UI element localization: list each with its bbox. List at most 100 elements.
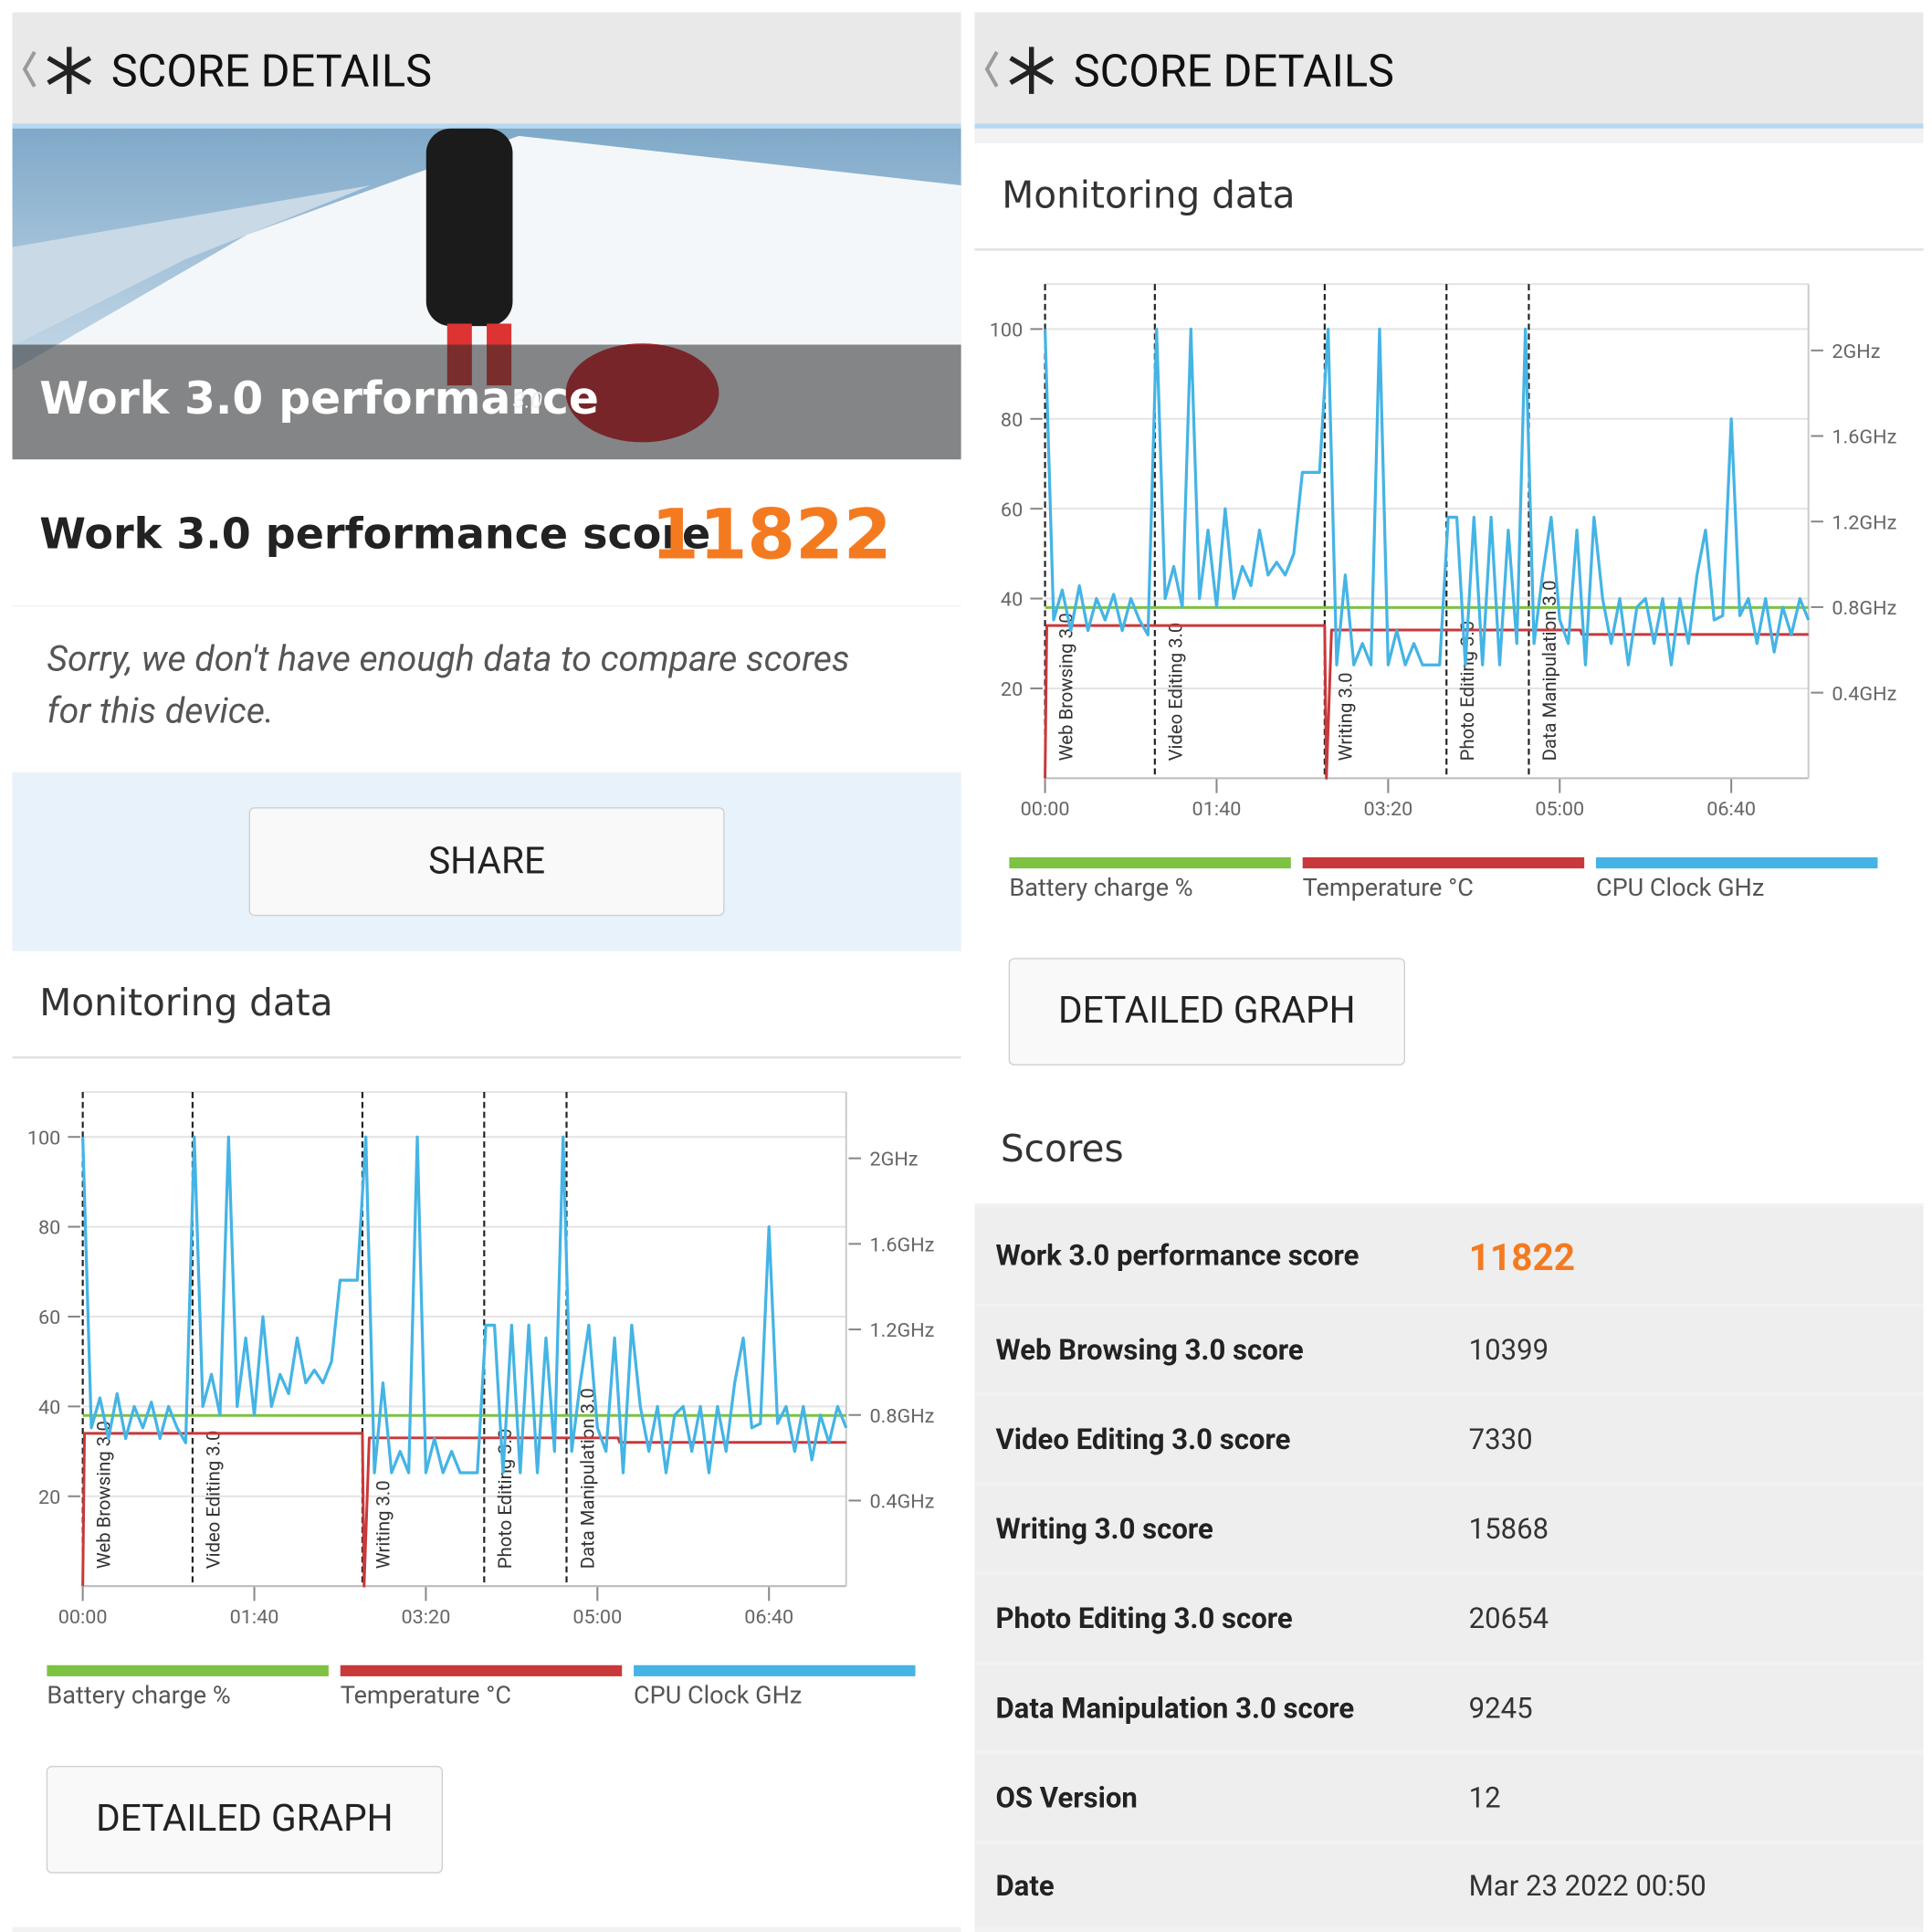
y2-tick-label: 0.8GHz — [869, 1405, 934, 1428]
score-row — [974, 1486, 1924, 1571]
header-bar — [12, 12, 961, 124]
header-title: SCORE DETAILS — [111, 46, 432, 98]
x-tick-label: 03:20 — [402, 1606, 451, 1629]
series-line — [81, 1135, 848, 1475]
notice-card — [12, 606, 961, 772]
score-row-value: 11822 — [1469, 1235, 1575, 1279]
score-row-label: Video Editing 3.0 score — [995, 1423, 1290, 1456]
score-row-label: Work 3.0 performance score — [995, 1238, 1359, 1272]
y-tick-label: 80 — [1001, 409, 1023, 432]
legend-label: Temperature °C — [1303, 873, 1474, 902]
score-row — [974, 1754, 1924, 1841]
y-tick-label: 80 — [38, 1217, 60, 1240]
detailed-graph-label[interactable]: DETAILED GRAPH — [1058, 988, 1356, 1032]
detailed-graph-button[interactable] — [1008, 958, 1405, 1066]
legend-swatch — [340, 1664, 623, 1676]
score-row-label: OS Version — [995, 1780, 1137, 1814]
score-row-value: Mar 23 2022 00:50 — [1469, 1869, 1706, 1903]
notice-line: Sorry, we don't have enough data to comp… — [47, 638, 849, 680]
y-tick-label: 60 — [1001, 499, 1023, 521]
series-line — [81, 1432, 846, 1588]
score-value: 11822 — [651, 495, 892, 575]
y-tick-label: 20 — [38, 1486, 60, 1509]
detailed-graph-label[interactable]: DETAILED GRAPH — [96, 1796, 394, 1840]
y-tick-label: 100 — [990, 319, 1023, 341]
score-row-label: Writing 3.0 score — [995, 1512, 1213, 1546]
skier — [425, 128, 513, 327]
section-label: Web Browsing 3.0 — [92, 1421, 114, 1569]
score-row-label: Photo Editing 3.0 score — [995, 1601, 1292, 1635]
hero-title: Work 3.0 performance — [39, 373, 599, 425]
section-label: Web Browsing 3.0 — [1055, 613, 1076, 761]
x-tick-label: 05:00 — [1535, 798, 1584, 821]
y2-tick-label: 1.6GHz — [1832, 426, 1896, 449]
y2-tick-label: 0.4GHz — [1832, 683, 1896, 706]
y-tick-label: 20 — [1001, 678, 1023, 701]
share-button[interactable] — [248, 807, 725, 917]
snowflake-icon — [47, 47, 92, 94]
y2-tick-label: 2GHz — [1832, 341, 1880, 363]
score-row-value: 15868 — [1469, 1512, 1549, 1546]
notice-line: for this device. — [47, 689, 274, 731]
y-tick-label: 40 — [1001, 589, 1023, 612]
series-line — [1044, 624, 1809, 780]
x-tick-label: 05:00 — [572, 1606, 622, 1629]
y2-tick-label: 0.4GHz — [869, 1491, 934, 1514]
header-bar — [974, 12, 1924, 124]
score-row-value: 7330 — [1469, 1423, 1533, 1456]
legend-label: Battery charge % — [1009, 873, 1192, 902]
legend-swatch — [47, 1664, 329, 1676]
back-icon[interactable] — [22, 50, 37, 88]
snowflake-icon — [1009, 47, 1055, 94]
x-tick-label: 06:40 — [744, 1606, 793, 1629]
legend-label: Battery charge % — [47, 1681, 230, 1710]
y2-tick-label: 1.6GHz — [869, 1234, 934, 1256]
back-icon[interactable] — [984, 50, 999, 88]
section-label: Video Editing 3.0 — [203, 1431, 225, 1570]
x-tick-label: 00:00 — [58, 1606, 108, 1629]
legend-label: Temperature °C — [341, 1681, 511, 1710]
section-label: Video Editing 3.0 — [1165, 623, 1187, 761]
y2-tick-label: 2GHz — [869, 1149, 918, 1171]
x-tick-label: 00:00 — [1021, 798, 1070, 821]
hero-overlay — [12, 344, 961, 460]
y-tick-label: 100 — [27, 1127, 60, 1150]
score-row — [974, 1843, 1924, 1927]
score-row — [974, 1307, 1924, 1392]
monitoring-title: Monitoring data — [39, 981, 332, 1024]
detailed-graph-button[interactable] — [46, 1766, 444, 1874]
y2-tick-label: 1.2GHz — [1832, 511, 1896, 534]
x-tick-label: 01:40 — [1192, 798, 1242, 821]
section-label: Data Manipulation 3.0 — [576, 1388, 598, 1569]
y2-tick-label: 0.8GHz — [1832, 597, 1896, 620]
monitoring-title: Monitoring data — [1002, 173, 1295, 216]
score-row — [974, 1664, 1924, 1751]
score-row-value: 10399 — [1469, 1333, 1549, 1367]
score-row-value: 12 — [1469, 1780, 1501, 1814]
score-row-value: 20654 — [1469, 1601, 1549, 1635]
section-label: Data Manipulation 3.0 — [1538, 580, 1560, 761]
x-tick-label: 03:20 — [1363, 798, 1412, 821]
hero-version: 3.0 — [512, 386, 542, 413]
score-row — [974, 1395, 1924, 1483]
score-label: Work 3.0 performance score — [39, 509, 710, 559]
score-row-label: Date — [995, 1869, 1054, 1903]
score-row-label: Web Browsing 3.0 score — [995, 1333, 1303, 1367]
y2-tick-label: 1.2GHz — [869, 1319, 934, 1342]
mountain — [12, 184, 371, 346]
x-tick-label: 06:40 — [1706, 798, 1756, 821]
legend-label: CPU Clock GHz — [634, 1681, 802, 1710]
header-title: SCORE DETAILS — [1074, 46, 1394, 98]
score-row-label: Data Manipulation 3.0 score — [995, 1691, 1354, 1725]
share-label[interactable]: SHARE — [428, 839, 545, 883]
score-card — [12, 459, 961, 605]
x-tick-label: 01:40 — [230, 1606, 279, 1629]
legend-swatch — [634, 1664, 916, 1676]
y-tick-label: 60 — [38, 1307, 60, 1329]
score-row-value: 9245 — [1469, 1691, 1533, 1725]
legend-swatch — [1596, 856, 1878, 869]
legend-swatch — [1009, 856, 1291, 869]
header-divider — [974, 123, 1924, 129]
